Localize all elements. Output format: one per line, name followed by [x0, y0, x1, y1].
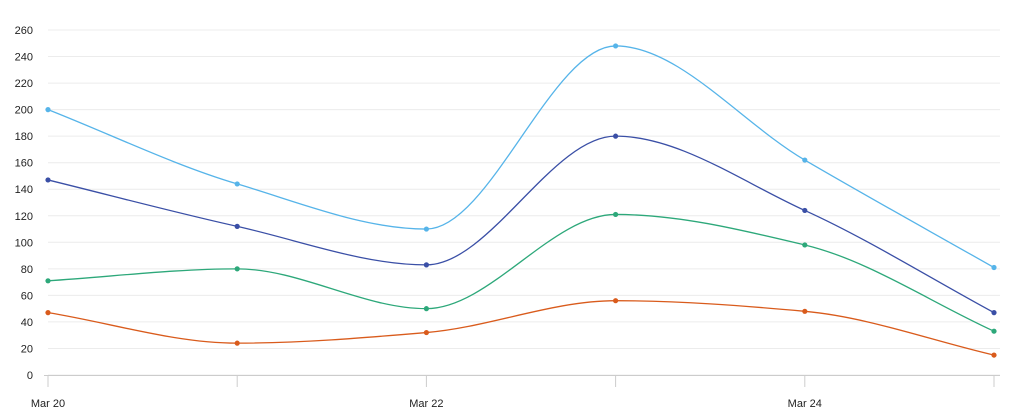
series-line [47, 135, 995, 314]
y-tick-label: 20 [21, 343, 33, 355]
data-point[interactable] [234, 223, 240, 229]
y-tick-label: 80 [21, 264, 33, 276]
y-tick-label: 60 [21, 290, 33, 302]
data-point[interactable] [423, 226, 429, 232]
data-point[interactable] [234, 340, 240, 346]
data-point[interactable] [991, 328, 997, 334]
data-point[interactable] [613, 43, 619, 49]
series-2 [45, 133, 997, 316]
y-tick-label: 220 [15, 78, 33, 90]
series-line [47, 45, 995, 269]
y-tick-label: 120 [15, 211, 33, 223]
data-point[interactable] [802, 242, 808, 248]
data-point[interactable] [613, 298, 619, 304]
series-line [47, 213, 995, 332]
data-point[interactable] [423, 262, 429, 268]
data-point[interactable] [45, 107, 51, 113]
data-point[interactable] [234, 266, 240, 272]
data-point[interactable] [613, 211, 619, 218]
x-tick-label: Mar 22 [409, 398, 443, 410]
data-point[interactable] [991, 352, 997, 358]
data-point[interactable] [45, 278, 51, 284]
y-tick-label: 40 [21, 317, 33, 329]
data-point[interactable] [802, 157, 808, 163]
data-point[interactable] [991, 310, 997, 316]
y-tick-label: 160 [15, 158, 33, 170]
y-tick-label: 100 [15, 237, 33, 249]
axes: 0 20 40 60 80 100 120 140 160 180 200 220 240 260 Mar … [15, 25, 1000, 410]
y-tick-label: 0 [27, 370, 33, 382]
y-tick-label: 200 [15, 105, 33, 117]
y-tick-label: 140 [15, 184, 33, 196]
data-point[interactable] [45, 177, 51, 183]
grid [48, 29, 1000, 376]
data-point[interactable] [802, 308, 808, 314]
x-tick-label: Mar 24 [788, 398, 822, 410]
series-1 [45, 43, 997, 271]
series-line [47, 300, 995, 356]
y-tick-label: 180 [15, 131, 33, 143]
data-point[interactable] [991, 264, 997, 271]
x-tick-label: Mar 20 [31, 398, 65, 410]
data-point[interactable] [45, 310, 51, 316]
data-point[interactable] [802, 207, 808, 214]
series-3 [45, 211, 997, 334]
data-point[interactable] [423, 306, 429, 312]
data-point[interactable] [423, 329, 429, 336]
data-point[interactable] [234, 181, 240, 187]
series-4 [45, 298, 997, 358]
y-tick-label: 260 [15, 25, 33, 37]
y-tick-label: 240 [15, 52, 33, 64]
data-point[interactable] [613, 133, 619, 139]
series-group [45, 43, 997, 358]
